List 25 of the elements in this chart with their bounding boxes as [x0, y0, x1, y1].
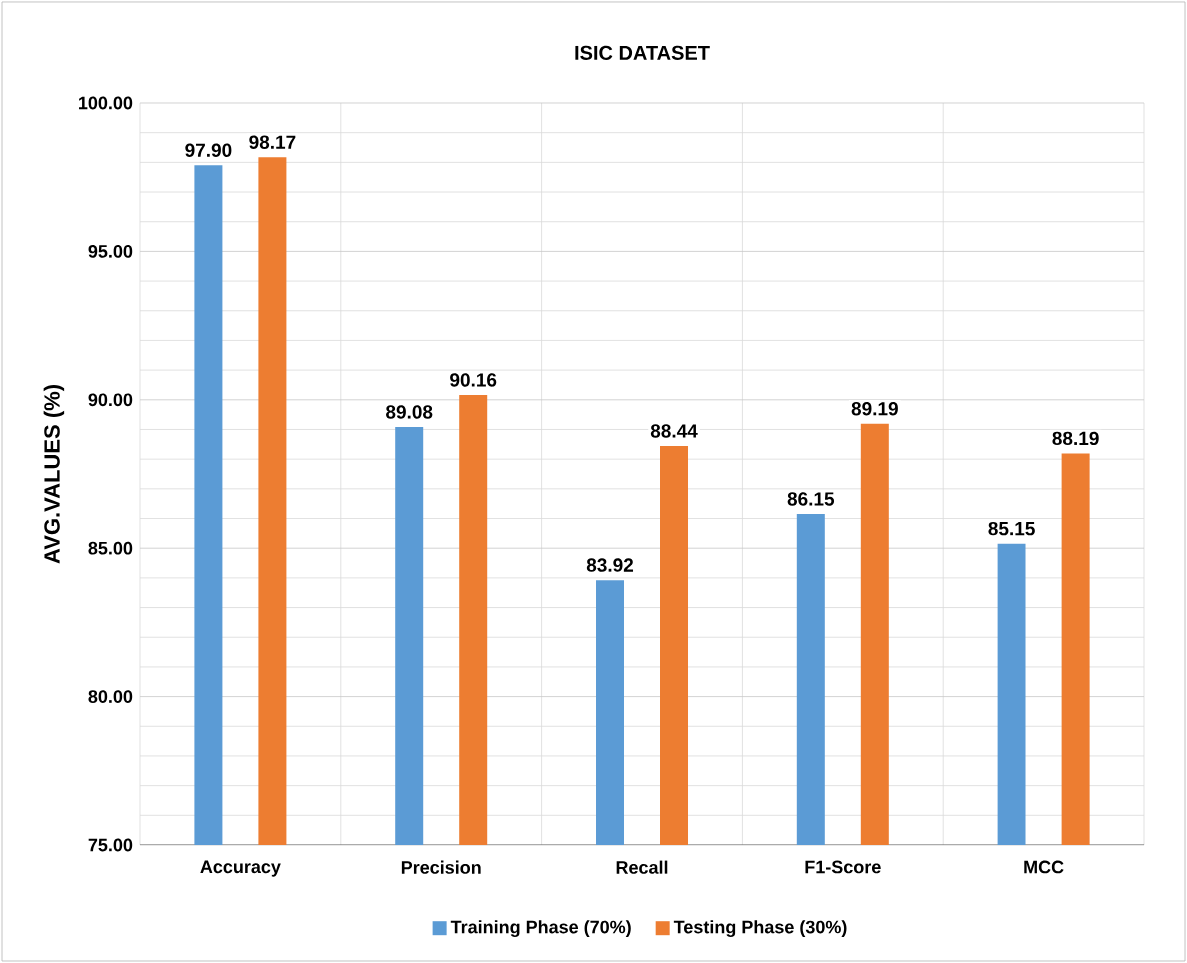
data-label: 97.90: [185, 143, 232, 157]
y-tick-label: 100.00: [79, 96, 133, 110]
data-label: 86.15: [787, 492, 835, 506]
x-tick-label: F1-Score: [805, 860, 881, 874]
y-tick-label: 90.00: [88, 393, 133, 407]
chart-title: ISIC DATASET: [575, 45, 710, 60]
legend-label: Training Phase (70%): [450, 920, 631, 938]
y-tick-label: 95.00: [88, 245, 133, 258]
y-tick-label: 80.00: [88, 690, 133, 703]
y-tick-label: 85.00: [88, 541, 133, 555]
data-label: 83.92: [586, 558, 634, 572]
x-tick-label: Accuracy: [200, 860, 281, 877]
data-label: 98.17: [249, 135, 296, 149]
legend-label: Testing Phase (30%): [673, 920, 847, 938]
data-label: 90.16: [450, 373, 497, 387]
y-axis-title: AVG.VALUES (%): [43, 385, 65, 564]
data-label: 88.19: [1052, 431, 1099, 446]
data-label: 89.19: [851, 401, 898, 416]
data-label: 89.08: [386, 405, 433, 419]
x-tick-label: Recall: [616, 860, 668, 874]
x-tick-label: Precision: [401, 860, 481, 874]
data-label: 85.15: [988, 521, 1035, 536]
y-tick-label: 75.00: [88, 838, 133, 852]
data-label: 88.44: [650, 424, 698, 438]
x-tick-label: MCC: [1024, 860, 1064, 874]
